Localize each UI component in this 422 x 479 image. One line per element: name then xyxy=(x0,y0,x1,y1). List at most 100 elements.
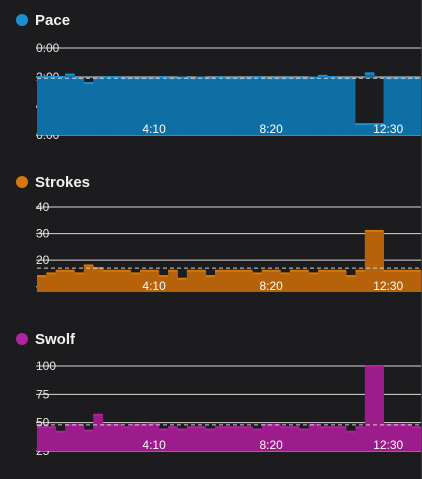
pace-bar xyxy=(327,77,338,135)
strokes-xtick-label: 12:30 xyxy=(373,279,403,293)
strokes-ytick-label: 40 xyxy=(36,200,50,214)
swolf-bar xyxy=(37,427,47,451)
pace-bar xyxy=(299,78,310,135)
pace-bar xyxy=(280,78,291,135)
strokes-bar xyxy=(168,270,178,292)
pace-bar xyxy=(205,78,216,135)
swolf-bar xyxy=(383,424,394,451)
pace-bar xyxy=(392,78,403,135)
strokes-bar xyxy=(214,270,225,292)
strokes-bar xyxy=(383,270,394,292)
strokes-bar xyxy=(355,270,366,292)
pace-bar xyxy=(346,78,356,135)
swolf-bar xyxy=(149,423,160,451)
strokes-title: Strokes xyxy=(35,173,91,191)
strokes-bar xyxy=(271,270,282,292)
swolf-bar xyxy=(243,427,253,451)
strokes-bar xyxy=(364,230,375,292)
strokes-bar xyxy=(205,276,216,292)
pace-xtick-label: 12:30 xyxy=(373,122,403,136)
pace-bar xyxy=(336,78,347,135)
swolf-bar xyxy=(346,431,356,451)
swolf-bar xyxy=(121,427,132,451)
swolf-ytick-label: 50 xyxy=(36,416,50,430)
pace-bar xyxy=(383,78,394,135)
strokes-bar xyxy=(317,270,328,292)
strokes-bar xyxy=(46,273,57,292)
strokes-bar xyxy=(186,270,197,292)
pace-bar xyxy=(233,78,244,135)
pace-bar xyxy=(130,78,141,135)
swolf-bar xyxy=(102,424,113,451)
strokes-bar xyxy=(93,268,104,292)
swolf-bar xyxy=(186,427,197,451)
strokes-bar xyxy=(130,273,141,292)
swolf-bar xyxy=(214,427,225,451)
strokes-bar xyxy=(280,273,291,292)
swolf-ytick-label: 100 xyxy=(36,359,56,373)
pace-bar xyxy=(243,78,253,135)
strokes-bar xyxy=(158,276,169,292)
pace-bar xyxy=(37,77,47,135)
pace-bar xyxy=(46,77,57,135)
pace-bar xyxy=(289,78,300,135)
swolf-bar xyxy=(252,429,263,451)
strokes-bar xyxy=(140,270,150,292)
pace-bar xyxy=(224,78,235,135)
swolf-bar xyxy=(74,424,85,451)
pace-bar xyxy=(55,77,66,135)
swolf-bar xyxy=(65,424,75,451)
pace-bar xyxy=(196,77,207,135)
strokes-bar xyxy=(196,270,207,292)
swolf-bar xyxy=(392,424,403,451)
strokes-xtick-label: 8:20 xyxy=(259,279,283,293)
swolf-bar xyxy=(168,427,178,451)
swolf-bar xyxy=(336,427,347,451)
pace-bar xyxy=(102,77,113,135)
swolf-title: Swolf xyxy=(35,330,75,348)
swolf-bar xyxy=(205,429,216,451)
pace-bar xyxy=(93,78,104,135)
swolf-xtick-label: 8:20 xyxy=(259,438,283,452)
pace-bar xyxy=(261,78,272,135)
strokes-bar xyxy=(308,273,319,292)
swolf-bar xyxy=(289,427,300,451)
strokes-bar xyxy=(74,273,85,292)
swolf-ytick-label: 75 xyxy=(36,387,50,401)
strokes-bar xyxy=(55,270,66,292)
swolf-bar xyxy=(374,366,385,451)
swolf-bar xyxy=(196,427,207,451)
pace-title: Pace xyxy=(35,11,71,29)
strokes-bar xyxy=(102,270,113,292)
pace-bar xyxy=(177,77,188,135)
strokes-ytick-label: 30 xyxy=(36,227,50,241)
strokes-bar xyxy=(327,270,338,292)
strokes-bar xyxy=(402,270,413,292)
strokes-bar xyxy=(252,273,263,292)
strokes-bar xyxy=(37,276,47,292)
strokes-bar xyxy=(233,270,244,292)
swolf-bar xyxy=(55,431,66,451)
strokes-bar xyxy=(346,276,356,292)
swolf-bar xyxy=(224,427,235,451)
strokes-dot-icon xyxy=(16,176,28,188)
pace-dot-icon xyxy=(16,14,28,26)
strokes-bar xyxy=(261,270,272,292)
swolf-bar xyxy=(308,424,319,451)
swolf-header: Swolf xyxy=(16,327,75,351)
pace-gap xyxy=(355,78,384,125)
strokes-bar xyxy=(336,270,347,292)
swolf-bar xyxy=(355,427,366,451)
strokes-bar xyxy=(224,270,235,292)
pace-xtick-label: 4:10 xyxy=(142,122,166,136)
pace-bar xyxy=(111,77,122,135)
strokes-bar xyxy=(243,270,253,292)
strokes-bar xyxy=(111,270,122,292)
swolf-bar xyxy=(402,424,413,451)
swolf-bar xyxy=(233,427,244,451)
pace-ytick-label: 0:00 xyxy=(36,41,60,55)
